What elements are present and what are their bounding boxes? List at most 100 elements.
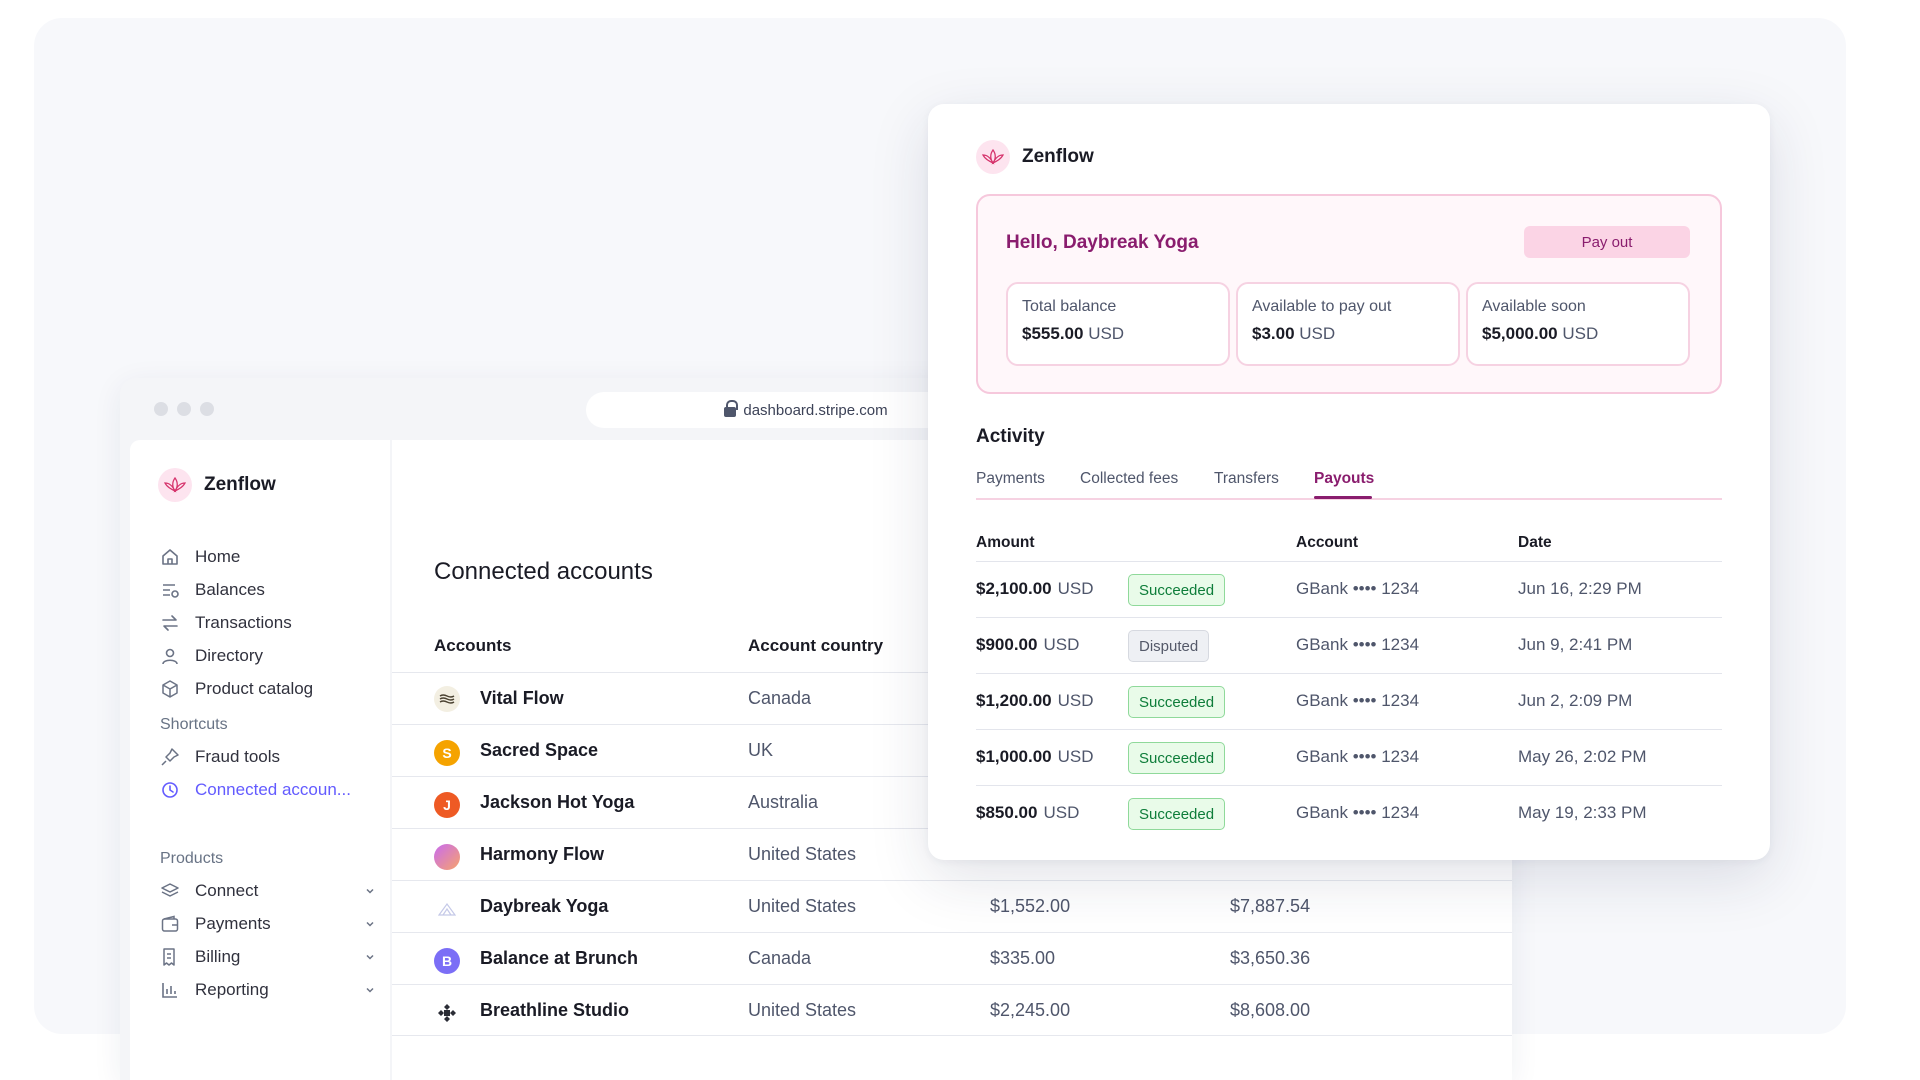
- lock-icon: [724, 400, 739, 417]
- currency: USD: [1562, 324, 1599, 343]
- home-icon: [162, 548, 178, 565]
- column-header-amount[interactable]: Amount: [976, 534, 1035, 551]
- pay-out-button[interactable]: Pay out: [1524, 226, 1690, 258]
- balance-summary: Hello, Daybreak Yoga Pay out Total balan…: [976, 194, 1722, 394]
- account-name: Vital Flow: [480, 688, 564, 708]
- status-badge: Disputed: [1128, 630, 1210, 662]
- chevron-down-icon[interactable]: [364, 984, 376, 996]
- amount-value: $900.00: [976, 635, 1038, 654]
- shortcuts-heading: Shortcuts: [160, 716, 228, 733]
- sidebar-item-label: Connect: [195, 880, 259, 900]
- currency: USD: [1057, 747, 1094, 766]
- account-name: Harmony Flow: [480, 844, 605, 864]
- sidebar-item-payments[interactable]: Payments: [160, 907, 380, 940]
- account-name: Daybreak Yoga: [480, 896, 609, 916]
- sidebar-item-home[interactable]: Home: [160, 540, 380, 573]
- window-dot[interactable]: [177, 402, 191, 416]
- tab-transfers[interactable]: Transfers: [1214, 470, 1279, 487]
- products-nav: Products Connect Payments Billing Report…: [160, 844, 380, 1006]
- shortcuts-nav: Shortcuts Fraud tools Connected accoun..…: [160, 710, 380, 806]
- sidebar-item-reporting[interactable]: Reporting: [160, 973, 380, 1006]
- balance-label: Total balance: [1022, 298, 1117, 315]
- cube-icon: [162, 679, 178, 698]
- amount-value: $1,000.00: [976, 747, 1052, 766]
- chart-icon: [162, 982, 177, 998]
- payout-amount: $2,100.00 USD: [976, 579, 1094, 599]
- gradient-logo-icon: [434, 844, 460, 870]
- tab-collected-fees[interactable]: Collected fees: [1080, 470, 1179, 487]
- sidebar-item-label: Balances: [195, 579, 265, 599]
- tab-payments[interactable]: Payments: [976, 470, 1045, 487]
- payout-account: GBank •••• 1234: [1296, 579, 1420, 598]
- sidebar-item-directory[interactable]: Directory: [160, 639, 380, 672]
- account-value: $8,608.00: [1230, 1000, 1311, 1020]
- account-country: UK: [748, 740, 774, 760]
- sidebar-item-balances[interactable]: Balances: [160, 573, 380, 606]
- column-header-country[interactable]: Account country: [748, 636, 884, 655]
- wallet-icon: [161, 915, 179, 932]
- url-text: dashboard.stripe.com: [743, 401, 888, 419]
- account-country: Australia: [748, 792, 819, 812]
- column-header-accounts[interactable]: Accounts: [434, 636, 512, 655]
- tab-payouts[interactable]: Payouts: [1314, 470, 1375, 487]
- table-row[interactable]: $900.00 USD Disputed GBank •••• 1234 Jun …: [976, 618, 1722, 674]
- payout-date: May 19, 2:33 PM: [1518, 803, 1647, 822]
- account-value: $7,887.54: [1230, 896, 1311, 916]
- sidebar-item-product-catalog[interactable]: Product catalog: [160, 672, 380, 705]
- account-value: $2,245.00: [990, 1000, 1071, 1020]
- window-dot[interactable]: [154, 402, 168, 416]
- sidebar-item-fraud-tools[interactable]: Fraud tools: [160, 740, 380, 773]
- column-header-date[interactable]: Date: [1518, 534, 1552, 551]
- table-row[interactable]: Daybreak Yoga United States $1,552.00 $7…: [392, 880, 1512, 932]
- sidebar-brand[interactable]: Zenflow: [158, 468, 276, 502]
- clock-icon: [162, 781, 178, 798]
- amount-value: $1,200.00: [976, 691, 1052, 710]
- payout-date: Jun 9, 2:41 PM: [1518, 635, 1633, 654]
- payout-amount: $1,200.00 USD: [976, 691, 1094, 711]
- status-badge: Succeeded: [1128, 574, 1226, 606]
- sidebar-item-connected-accounts[interactable]: Connected accoun...: [160, 773, 380, 806]
- balance-amount: $3.00 USD: [1252, 324, 1444, 344]
- column-header-account[interactable]: Account: [1296, 534, 1358, 551]
- table-row[interactable]: $1,200.00 USD Succeeded GBank •••• 1234 J…: [976, 674, 1722, 730]
- table-row[interactable]: $2,100.00 USD Succeeded GBank •••• 1234 J…: [976, 562, 1722, 618]
- chevron-down-icon[interactable]: [364, 885, 376, 897]
- pin-icon: [161, 747, 179, 766]
- sidebar-item-connect[interactable]: Connect: [160, 874, 380, 907]
- sidebar-item-label: Fraud tools: [195, 746, 281, 766]
- lotus-logo-icon: [976, 140, 1010, 174]
- chevron-down-icon[interactable]: [364, 918, 376, 930]
- sidebar-item-label: Payments: [195, 913, 271, 933]
- sidebar-item-billing[interactable]: Billing: [160, 940, 380, 973]
- avatar: S: [434, 740, 460, 766]
- payout-date: Jun 2, 2:09 PM: [1518, 691, 1633, 710]
- active-tab-indicator: [1314, 496, 1372, 499]
- available-payout-tile: Available to pay out $3.00 USD: [1236, 282, 1460, 366]
- user-icon: [162, 648, 178, 664]
- knot-logo-icon: [434, 1000, 460, 1026]
- transactions-icon: [162, 614, 178, 631]
- sidebar-item-transactions[interactable]: Transactions: [160, 606, 380, 639]
- page-title: Connected accounts: [434, 558, 653, 585]
- table-row[interactable]: $850.00 USD Succeeded GBank •••• 1234 May…: [976, 786, 1722, 842]
- currency: USD: [1299, 324, 1336, 343]
- card-brand: Zenflow: [976, 140, 1094, 174]
- currency: USD: [1043, 803, 1080, 822]
- sidebar-item-label: Reporting: [195, 979, 269, 999]
- table-row[interactable]: B Balance at Brunch Canada $335.00 $3,65…: [392, 932, 1512, 984]
- table-row[interactable]: Breathline Studio United States $2,245.0…: [392, 984, 1512, 1036]
- account-name: Balance at Brunch: [480, 948, 639, 968]
- account-country: Canada: [748, 948, 812, 968]
- accounts-table-body: Vital Flow Canada S Sacred Space UK J Ja…: [392, 672, 1512, 1036]
- account-name: Breathline Studio: [480, 1000, 630, 1020]
- currency: USD: [1043, 635, 1080, 654]
- balance-label: Available to pay out: [1252, 298, 1392, 315]
- sidebar-item-label: Home: [195, 546, 241, 566]
- chevron-down-icon[interactable]: [364, 951, 376, 963]
- account-value: $3,650.36: [1230, 948, 1311, 968]
- window-dot[interactable]: [200, 402, 214, 416]
- table-row[interactable]: $1,000.00 USD Succeeded GBank •••• 1234 M…: [976, 730, 1722, 786]
- account-overview-card: Zenflow Hello, Daybreak Yoga Pay out Tot…: [928, 104, 1770, 860]
- amount-value: $2,100.00: [976, 579, 1052, 598]
- payout-account: GBank •••• 1234: [1296, 803, 1420, 822]
